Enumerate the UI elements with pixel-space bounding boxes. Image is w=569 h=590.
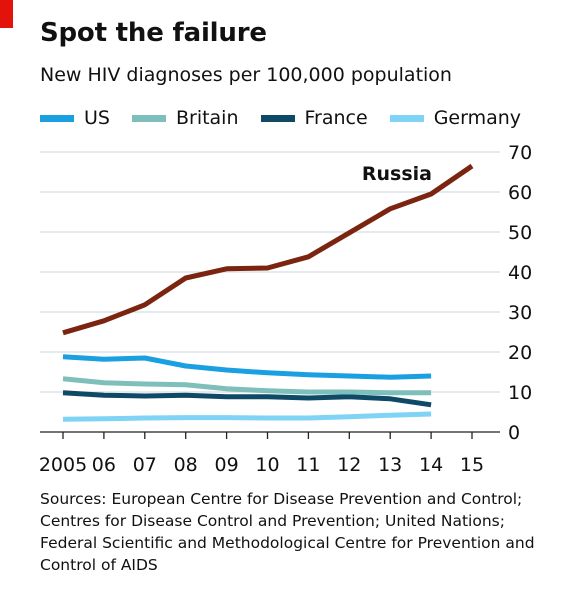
legend-swatch-france bbox=[260, 114, 295, 122]
legend-label-us: US bbox=[84, 107, 110, 129]
series-line-russia bbox=[62, 163, 474, 336]
series-line-germany bbox=[62, 411, 432, 422]
y-tick-label-50: 50 bbox=[508, 222, 532, 244]
x-tick-label-08: 08 bbox=[174, 454, 198, 476]
series-line-us bbox=[62, 354, 432, 380]
x-tick-label-15: 15 bbox=[460, 454, 484, 476]
x-tick-label-07: 07 bbox=[133, 454, 157, 476]
legend-swatch-us bbox=[40, 114, 74, 122]
legend: US Britain France Germany bbox=[40, 104, 543, 132]
x-tick-label-12: 12 bbox=[337, 454, 361, 476]
x-tick-label-09: 09 bbox=[215, 454, 239, 476]
x-tick-label-10: 10 bbox=[255, 454, 279, 476]
x-tick-label-2005: 2005 bbox=[39, 454, 87, 476]
y-tick-label-30: 30 bbox=[508, 302, 532, 324]
legend-label-britain: Britain bbox=[175, 107, 239, 129]
chart-subtitle: New HIV diagnoses per 100,000 population bbox=[40, 64, 452, 86]
sources-note: Sources: European Centre for Disease Pre… bbox=[40, 490, 535, 574]
chart-title: Spot the failure bbox=[40, 18, 267, 48]
x-tick-label-11: 11 bbox=[296, 454, 320, 476]
y-tick-label-40: 40 bbox=[508, 262, 532, 284]
y-tick-label-10: 10 bbox=[508, 382, 532, 404]
legend-label-france: France bbox=[304, 107, 368, 129]
x-tick-label-06: 06 bbox=[92, 454, 116, 476]
legend-item-britain: Britain bbox=[131, 107, 239, 129]
legend-swatch-germany bbox=[389, 114, 424, 122]
legend-label-germany: Germany bbox=[433, 107, 522, 129]
x-tick-label-13: 13 bbox=[378, 454, 402, 476]
legend-item-germany: Germany bbox=[389, 107, 522, 129]
y-tick-label-60: 60 bbox=[508, 182, 532, 204]
brand-red-tab bbox=[0, 0, 13, 28]
series-label-russia: Russia bbox=[362, 163, 432, 185]
legend-item-france: France bbox=[260, 107, 368, 129]
y-tick-label-70: 70 bbox=[508, 142, 532, 164]
series-line-france bbox=[62, 390, 432, 408]
legend-item-us: US bbox=[40, 107, 110, 129]
y-tick-label-0: 0 bbox=[508, 422, 520, 444]
line-chart: 0 10 20 30 40 50 60 70 2005 06 07 08 09 10 11 12 13 14 15 R… bbox=[39, 142, 532, 476]
series-line-britain bbox=[62, 376, 432, 396]
legend-swatch-britain bbox=[131, 114, 166, 122]
x-tick-label-14: 14 bbox=[419, 454, 443, 476]
y-tick-label-20: 20 bbox=[508, 342, 532, 364]
